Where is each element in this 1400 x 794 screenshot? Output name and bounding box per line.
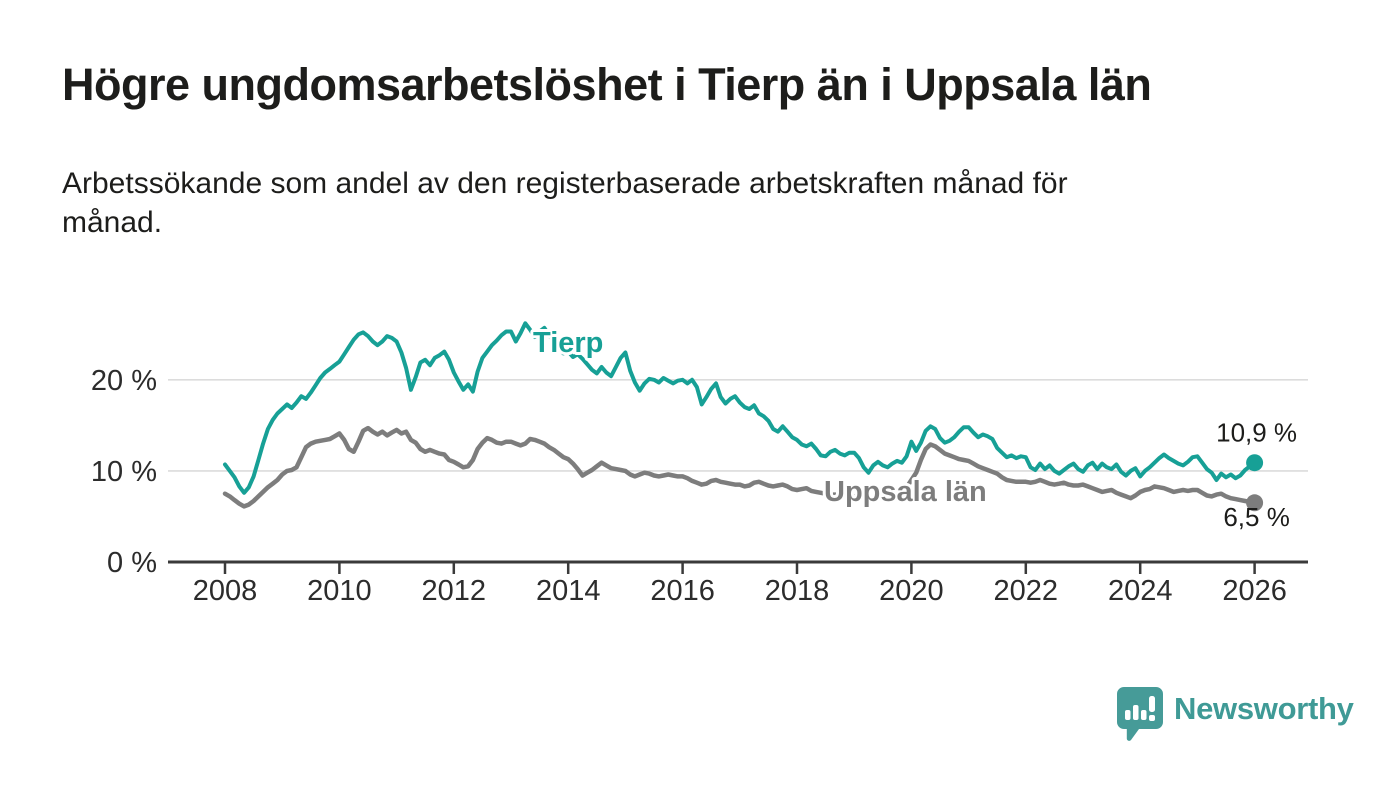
y-axis-tick-label: 20 %	[91, 365, 157, 397]
subtitle-line-1: Arbetssökande som andel av den registerb…	[62, 167, 1068, 200]
y-axis-tick-label: 10 %	[91, 456, 157, 488]
series-inline-labels: Tierp Uppsala län	[530, 324, 990, 511]
gridlines	[168, 378, 1308, 472]
chart-title: Högre ungdomsarbetslöshet i Tierp än i U…	[62, 59, 1152, 110]
end-value-labels: 10,9 % 6,5 %	[1216, 418, 1297, 532]
x-axis-tick-label: 2014	[536, 575, 601, 607]
end-value-label: 10,9 %	[1216, 418, 1297, 448]
series-label: Tierp	[533, 327, 603, 359]
x-axis-tick-label: 2010	[307, 575, 372, 607]
x-axis-tick-label: 2020	[879, 575, 944, 607]
x-axis-tick-label: 2026	[1222, 575, 1287, 607]
x-axis-tick-label: 2018	[765, 575, 830, 607]
x-axis-tick-label: 2012	[422, 575, 487, 607]
series-line-tierp	[223, 321, 1257, 495]
y-axis-tick-label: 0 %	[107, 547, 157, 579]
series-endpoint-dot	[1246, 494, 1264, 512]
y-axis-labels: 0 % 10 % 20 %	[91, 365, 157, 579]
x-axis-tick-label: 2008	[193, 575, 258, 607]
x-axis-tick-label: 2024	[1108, 575, 1173, 607]
series-endpoint-dot	[1246, 454, 1264, 472]
series-line-uppsala	[222, 425, 1257, 509]
x-axis-labels: 2008 2010 2012 2014 2016 2018 2020 2022 2024 2026	[193, 575, 1287, 607]
logo-text: Newsworthy	[1174, 691, 1354, 726]
series-label: Uppsala län	[824, 476, 987, 508]
x-axis-ticks	[223, 562, 1256, 574]
series-endpoint-dots	[1246, 454, 1264, 512]
chart-subtitle: Arbetssökande som andel av den registerb…	[62, 164, 1262, 242]
subtitle-line-2: månad.	[62, 206, 163, 239]
speech-bubble-bar-chart-icon	[1117, 687, 1163, 741]
x-axis-tick-label: 2016	[650, 575, 715, 607]
newsworthy-logo: Newsworthy	[1116, 686, 1354, 741]
end-value-label: 6,5 %	[1223, 502, 1290, 532]
series-lines	[222, 321, 1257, 509]
x-axis-tick-label: 2022	[994, 575, 1059, 607]
